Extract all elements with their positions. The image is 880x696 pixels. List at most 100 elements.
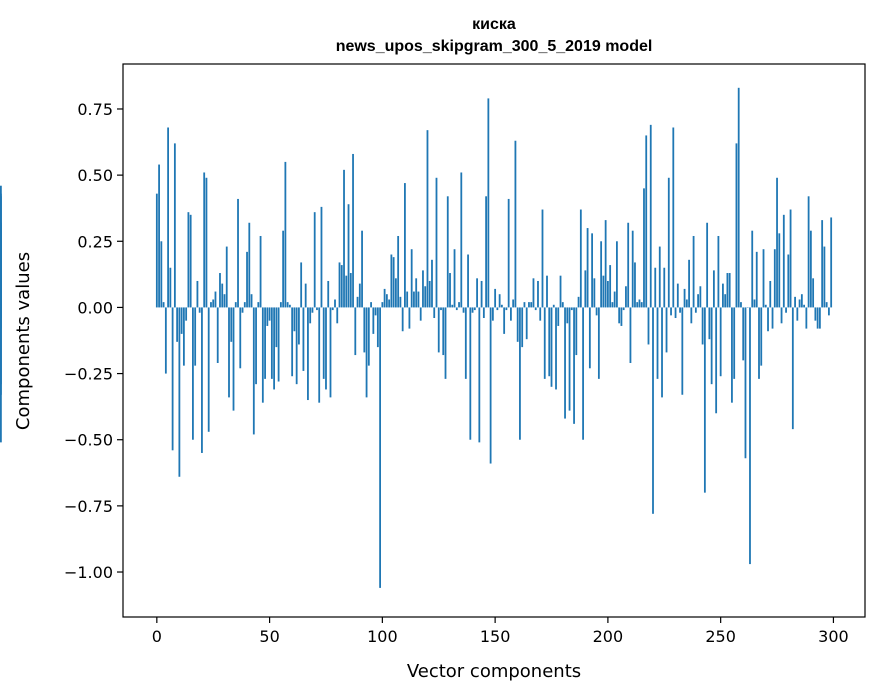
- bar-204: [616, 241, 618, 308]
- bar-64: [300, 262, 303, 308]
- bar-2: [160, 241, 163, 308]
- bar-250: [719, 307, 722, 377]
- x-tick-label: 250: [705, 627, 736, 646]
- bar-16: [192, 307, 194, 440]
- bar-48: [264, 307, 266, 379]
- bar-270: [764, 304, 767, 308]
- bar-133: [455, 307, 458, 311]
- bar-82: [340, 265, 343, 308]
- bar-40: [246, 251, 248, 308]
- bar-231: [676, 283, 679, 308]
- bar-84: [345, 275, 348, 308]
- bar-3: [162, 302, 165, 308]
- bar-105: [392, 257, 395, 308]
- bar-65: [302, 307, 305, 371]
- bar-280: [787, 254, 790, 308]
- bar-278: [782, 214, 785, 308]
- bar-258: [737, 87, 740, 308]
- bar-21: [203, 172, 206, 308]
- bar-192: [588, 307, 591, 369]
- bar-215: [640, 302, 643, 308]
- bar-285: [798, 299, 801, 308]
- bar-77: [329, 307, 332, 398]
- bar-221: [654, 267, 657, 308]
- bar-208: [625, 286, 627, 308]
- bar-257: [735, 143, 738, 308]
- bar-131: [451, 304, 454, 308]
- y-tick-label: −0.25: [64, 365, 113, 384]
- bar-168: [534, 307, 537, 311]
- bar-161: [519, 307, 521, 440]
- bar-216: [643, 188, 645, 308]
- bar-211: [631, 230, 634, 308]
- x-axis-label: Vector components: [407, 661, 581, 682]
- bar-180: [561, 302, 564, 308]
- plot-frame: [122, 63, 866, 618]
- bar-30: [223, 294, 226, 308]
- bar-101: [383, 288, 386, 308]
- bar-181: [564, 307, 566, 419]
- bar-238: [692, 235, 695, 308]
- bar-190: [584, 270, 587, 308]
- bar-97: [374, 307, 377, 316]
- bar-141: [473, 307, 476, 311]
- x-tick-label: 0: [152, 627, 162, 646]
- bar-271: [767, 307, 769, 332]
- x-tick-label: 300: [818, 627, 849, 646]
- bar-179: [559, 275, 562, 308]
- bar-33: [230, 307, 233, 342]
- bar-144: [480, 280, 483, 308]
- bar-0: [155, 193, 158, 308]
- bar-undefined: [0, 307, 2, 395]
- bar-265: [753, 299, 756, 308]
- bar-230: [674, 307, 677, 319]
- bar-111: [406, 291, 409, 308]
- bar-29: [221, 283, 224, 308]
- bar-34: [232, 307, 235, 411]
- bar-106: [394, 278, 397, 308]
- bar-43: [252, 307, 255, 435]
- bar-148: [489, 307, 492, 464]
- bar-79: [334, 299, 336, 308]
- bar-undefined: [0, 304, 2, 308]
- bar-107: [397, 235, 400, 308]
- bar-36: [237, 198, 239, 308]
- y-tick-label: −0.50: [64, 431, 113, 450]
- bar-135: [460, 172, 463, 308]
- bar-246: [710, 307, 713, 385]
- bar-201: [609, 265, 612, 308]
- bar-series: [0, 87, 833, 588]
- bar-98: [376, 307, 379, 348]
- bar-172: [543, 307, 546, 379]
- bar-112: [408, 307, 411, 329]
- bar-218: [647, 307, 650, 345]
- bar-236: [688, 259, 690, 308]
- bar-62: [295, 307, 298, 385]
- bar-202: [611, 302, 614, 308]
- bar-122: [431, 259, 433, 308]
- bar-276: [778, 233, 781, 308]
- bar-242: [701, 307, 704, 345]
- bar-293: [816, 307, 819, 329]
- bar-283: [794, 296, 796, 308]
- y-tick-label: −1.00: [64, 563, 113, 582]
- bar-27: [216, 307, 219, 363]
- bar-143: [478, 307, 481, 443]
- bar-55: [279, 302, 282, 308]
- bar-119: [424, 286, 427, 308]
- bar-124: [435, 177, 438, 308]
- bar-212: [634, 262, 636, 308]
- bar-289: [807, 196, 810, 308]
- bar-263: [749, 307, 751, 565]
- bar-194: [593, 278, 596, 308]
- bar-85: [347, 204, 350, 308]
- y-tick-label: 0.50: [77, 166, 113, 185]
- bar-296: [823, 246, 826, 308]
- bar-287: [803, 304, 805, 308]
- bar-100: [381, 302, 384, 308]
- bar-244: [706, 222, 709, 308]
- bar-151: [496, 307, 499, 311]
- bar-39: [243, 302, 246, 308]
- bar-169: [537, 280, 539, 308]
- bar-209: [627, 222, 630, 308]
